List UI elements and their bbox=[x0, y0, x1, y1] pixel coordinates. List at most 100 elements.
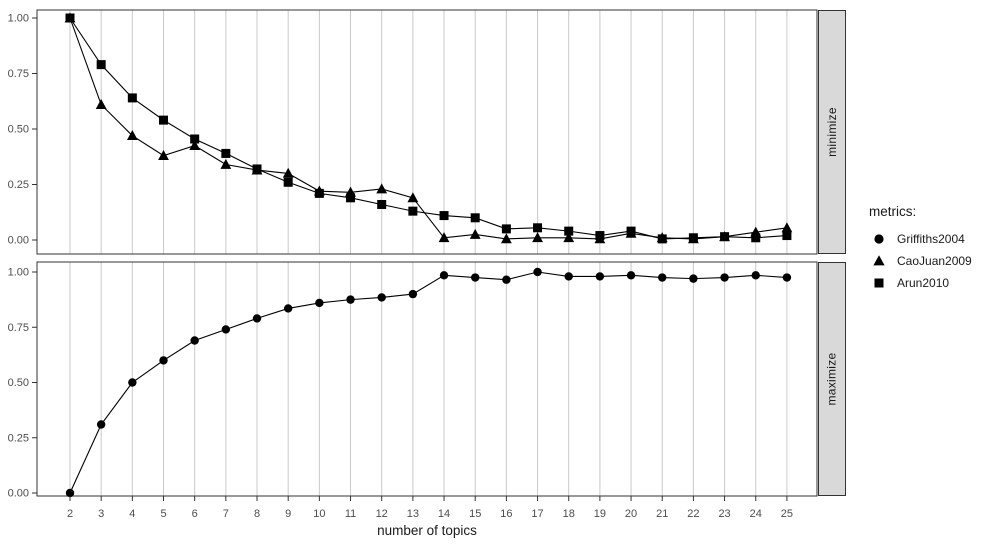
series-line-griffiths2004 bbox=[69, 271, 787, 494]
data-point-triangle bbox=[220, 158, 232, 169]
legend-entry-griffiths2004: Griffiths2004 bbox=[866, 228, 972, 250]
data-point-triangle bbox=[282, 167, 294, 178]
data-point-square bbox=[688, 233, 698, 243]
y-tick-label: 0.75 bbox=[8, 68, 29, 80]
data-point-circle bbox=[689, 274, 698, 283]
data-point-circle bbox=[439, 271, 449, 280]
x-axis-title: number of topics bbox=[377, 523, 477, 538]
data-point-square bbox=[65, 13, 75, 23]
series-line-arun2010 bbox=[69, 17, 787, 240]
y-tick-label: 0.25 bbox=[8, 179, 29, 191]
x-tick-label: 18 bbox=[563, 508, 575, 520]
y-tick-label: 1.00 bbox=[8, 267, 29, 279]
data-point-triangle bbox=[781, 222, 793, 233]
data-point-triangle bbox=[95, 98, 107, 109]
data-point-triangle bbox=[500, 233, 512, 244]
data-point-square bbox=[439, 211, 449, 221]
legend-entry-label: CaoJuan2009 bbox=[897, 254, 972, 268]
data-point-square bbox=[127, 93, 137, 103]
data-point-square bbox=[720, 232, 730, 242]
x-tick-label: 21 bbox=[656, 508, 668, 520]
facet-strip-label-maximize: maximize bbox=[825, 352, 840, 406]
x-tick-label: 4 bbox=[129, 508, 135, 520]
data-point-triangle bbox=[438, 232, 450, 243]
facet-strip-maximize: maximize bbox=[818, 262, 846, 496]
data-point-triangle bbox=[376, 183, 388, 194]
y-tick-label: 1.00 bbox=[8, 13, 29, 25]
legend-entry-label: Arun2010 bbox=[897, 276, 950, 290]
x-tick-label: 10 bbox=[313, 508, 325, 520]
data-point-square bbox=[595, 231, 605, 241]
data-point-triangle bbox=[469, 228, 481, 239]
data-point-square bbox=[626, 226, 636, 236]
data-point-circle bbox=[564, 272, 573, 281]
x-tick-label: 17 bbox=[531, 508, 543, 520]
y-tick-label: 0.75 bbox=[8, 322, 29, 334]
data-point-square bbox=[346, 193, 356, 203]
x-tick-label: 19 bbox=[594, 508, 606, 520]
facet-strip-label-minimize: minimize bbox=[825, 107, 839, 157]
data-point-circle bbox=[533, 267, 542, 277]
data-point-circle bbox=[471, 273, 480, 282]
data-point-square bbox=[190, 134, 200, 144]
data-point-square bbox=[314, 188, 324, 198]
data-point-square bbox=[377, 199, 387, 209]
x-tick-label: 8 bbox=[254, 508, 260, 520]
data-point-triangle bbox=[563, 232, 575, 243]
x-tick-label: 2 bbox=[67, 508, 73, 520]
x-tick-label: 9 bbox=[285, 508, 291, 520]
y-tick-label: 0.50 bbox=[8, 124, 29, 136]
data-point-circle bbox=[782, 273, 792, 282]
data-point-circle bbox=[346, 295, 355, 304]
facet-panel bbox=[36, 261, 818, 497]
x-tick-label: 12 bbox=[376, 508, 388, 520]
x-tick-label: 14 bbox=[438, 508, 450, 520]
data-point-circle bbox=[159, 356, 168, 365]
x-tick-label: 20 bbox=[625, 508, 637, 520]
data-point-circle bbox=[221, 325, 231, 334]
data-point-triangle bbox=[126, 130, 138, 141]
x-tick-label: 13 bbox=[407, 508, 419, 520]
data-point-circle bbox=[502, 275, 511, 284]
data-point-circle bbox=[315, 298, 324, 308]
x-tick-label: 5 bbox=[160, 508, 166, 520]
facet-panel bbox=[36, 9, 818, 255]
triangle-marker-icon bbox=[873, 255, 885, 266]
data-point-circle bbox=[190, 336, 199, 345]
data-point-square bbox=[283, 177, 293, 187]
data-point-square bbox=[533, 223, 543, 233]
x-tick-label: 7 bbox=[223, 508, 229, 520]
data-point-circle bbox=[128, 378, 137, 387]
data-point-square bbox=[657, 234, 667, 244]
legend: metrics: Griffiths2004 CaoJuan2009 Arun2… bbox=[866, 204, 972, 294]
x-tick-label: 15 bbox=[469, 508, 481, 520]
square-marker-icon bbox=[874, 278, 884, 288]
data-point-circle bbox=[283, 304, 293, 313]
data-point-triangle bbox=[189, 140, 201, 151]
data-point-circle bbox=[720, 273, 729, 282]
data-point-square bbox=[96, 60, 106, 70]
x-tick-label: 24 bbox=[750, 508, 762, 520]
data-point-square bbox=[221, 148, 231, 158]
y-tick-label: 0.00 bbox=[8, 235, 29, 247]
facet-strip-minimize: minimize bbox=[818, 10, 846, 254]
legend-entry-caojuan2009: CaoJuan2009 bbox=[866, 250, 972, 272]
x-tick-label: 6 bbox=[192, 508, 198, 520]
data-point-square bbox=[751, 233, 761, 243]
x-tick-label: 23 bbox=[718, 508, 730, 520]
data-point-square bbox=[501, 224, 511, 234]
x-tick-label: 16 bbox=[500, 508, 512, 520]
data-point-square bbox=[252, 164, 262, 174]
x-tick-label: 22 bbox=[687, 508, 699, 520]
x-tick-label: 3 bbox=[98, 508, 104, 520]
legend-title: metrics: bbox=[869, 204, 917, 219]
data-point-circle bbox=[658, 273, 667, 282]
data-point-circle bbox=[751, 271, 760, 280]
data-point-circle bbox=[595, 272, 605, 281]
data-point-square bbox=[408, 206, 418, 216]
x-tick-label: 11 bbox=[345, 508, 356, 520]
legend-entry-label: Griffiths2004 bbox=[897, 232, 965, 246]
x-tick-label: 25 bbox=[781, 508, 793, 520]
